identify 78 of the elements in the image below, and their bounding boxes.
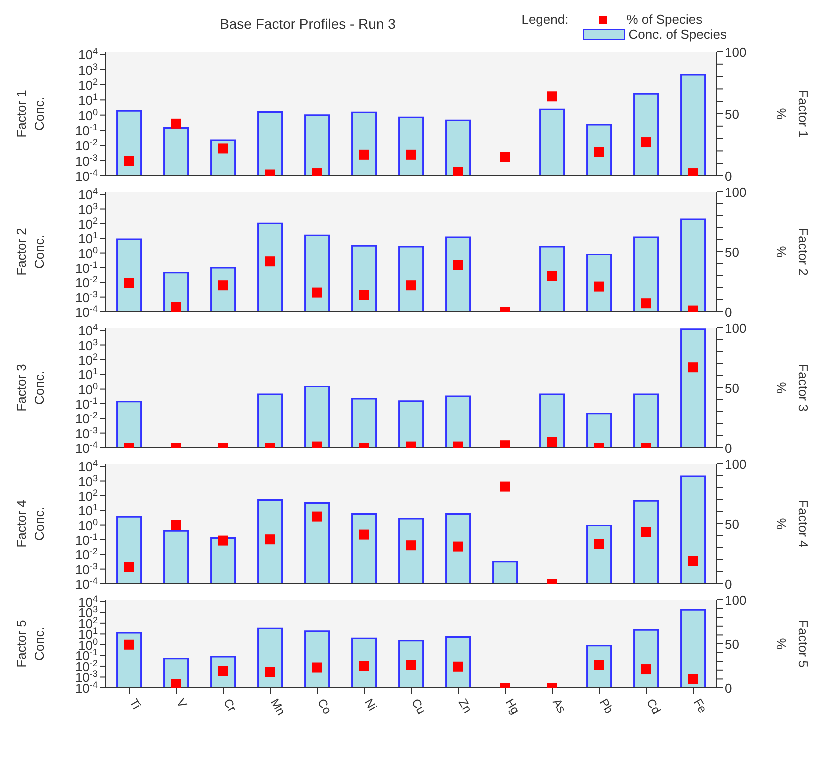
y-tick-label: 10$^{-2}$ — [75, 138, 98, 154]
y-tick-label: 10$^{-2}$ — [75, 546, 98, 563]
y-tick-label: 10$^{4}$ — [78, 322, 98, 339]
y-tick-label: 10$^{0}$ — [78, 517, 98, 534]
y-tick-label: 10$^{3}$ — [78, 62, 98, 78]
y-tick-label: 10$^{-4}$ — [75, 304, 98, 320]
y-tick-label: 10$^{4}$ — [78, 186, 98, 203]
y-tick-label: 10$^{4}$ — [78, 458, 98, 475]
y-tick-label: 10$^{-2}$ — [75, 274, 98, 291]
y-tick-label: 10$^{-3}$ — [75, 561, 98, 578]
y2-axis-title: % Factor 5 — [774, 620, 811, 668]
y-tick-label: 10$^{2}$ — [78, 216, 98, 232]
y-axis-title: Factor 1 Conc. — [14, 90, 47, 138]
y-tick-label: 10$^{0}$ — [78, 245, 98, 262]
y2-tick-label: 0 — [725, 441, 732, 456]
legend-title: Legend: — [522, 12, 569, 29]
y-tick-label: 10$^{3}$ — [78, 201, 98, 218]
x-tick-label: Co — [314, 696, 335, 718]
y-tick-label: 10$^{1}$ — [78, 92, 98, 108]
y2-tick-label: 0 — [725, 681, 732, 696]
y-tick-label: 10$^{-1}$ — [75, 260, 98, 276]
y-tick-label: 10$^{-4}$ — [75, 576, 98, 592]
x-tick-label: Cd — [644, 696, 664, 717]
y-tick-label: 10$^{0}$ — [78, 107, 98, 124]
x-tick-label: As — [550, 696, 570, 716]
y2-tick-label: 100 — [725, 45, 747, 60]
y-tick-label: 10$^{0}$ — [78, 381, 98, 398]
chart-title: Base Factor Profiles - Run 3 — [219, 16, 397, 32]
y2-tick-label: 0 — [725, 577, 732, 592]
y-tick-label: 10$^{2}$ — [78, 488, 98, 504]
y2-tick-label: 0 — [725, 169, 732, 184]
x-tick-label: Cr — [220, 696, 240, 714]
y2-tick-label: 0 — [725, 305, 732, 320]
y2-tick-label: 50 — [725, 245, 740, 260]
x-tick-label: V — [174, 696, 190, 710]
y-axis-title: Factor 5 Conc. — [14, 620, 47, 668]
y-tick-label: 10$^{1}$ — [78, 502, 98, 519]
y-tick-label: 10$^{4}$ — [78, 46, 98, 63]
y-tick-label: 10$^{-1}$ — [75, 532, 98, 548]
y-tick-label: 10$^{-4}$ — [75, 440, 98, 456]
y-tick-label: 10$^{-3}$ — [75, 425, 98, 442]
y2-tick-label: 100 — [725, 185, 747, 200]
y-tick-label: 10$^{3}$ — [78, 337, 98, 354]
y2-tick-label: 50 — [725, 637, 740, 652]
x-tick-label: Fe — [690, 696, 710, 716]
x-tick-label: Zn — [456, 696, 476, 716]
y-tick-label: 10$^{2}$ — [78, 77, 98, 94]
y-tick-label: 10$^{-3}$ — [75, 289, 98, 306]
y-tick-label: 10$^{-1}$ — [75, 396, 98, 412]
y-tick-label: 10$^{1}$ — [78, 230, 98, 247]
y2-tick-label: 50 — [725, 517, 740, 532]
y2-axis-title: % Factor 4 — [774, 500, 811, 548]
y2-tick-label: 100 — [725, 321, 747, 336]
x-tick-label: Mn — [268, 696, 288, 718]
x-tick-label: Ti — [126, 696, 144, 712]
y-tick-label: 10$^{1}$ — [78, 366, 98, 383]
y-axis-title: Factor 2 Conc. — [14, 228, 47, 276]
y-tick-label: 10$^{-3}$ — [75, 152, 98, 169]
y-axis-title: Factor 3 Conc. — [14, 364, 47, 412]
y2-axis-title: % Factor 1 — [774, 90, 811, 138]
y-tick-label: 10$^{-2}$ — [75, 410, 98, 427]
x-tick-label: Hg — [502, 696, 523, 717]
y-tick-label: 10$^{-1}$ — [75, 122, 98, 138]
legend-label: Conc. of Species — [628, 27, 727, 42]
y-tick-label: 10$^{2}$ — [78, 352, 98, 368]
x-tick-label: Ni — [362, 696, 380, 714]
x-tick-label: Pb — [596, 696, 617, 716]
y2-axis-title: % Factor 2 — [774, 228, 811, 276]
y-tick-label: 10$^{3}$ — [78, 473, 98, 490]
y2-tick-label: 100 — [725, 457, 747, 472]
y-axis-title: Factor 4 Conc. — [14, 500, 47, 548]
legend-label: % of Species — [626, 12, 703, 27]
y-tick-label: 10$^{-4}$ — [75, 168, 98, 184]
y2-tick-label: 50 — [725, 381, 740, 396]
x-tick-label: Cu — [408, 696, 429, 717]
y2-axis-title: % Factor 3 — [774, 364, 811, 412]
y2-tick-label: 100 — [725, 593, 747, 608]
y2-tick-label: 50 — [725, 107, 740, 122]
